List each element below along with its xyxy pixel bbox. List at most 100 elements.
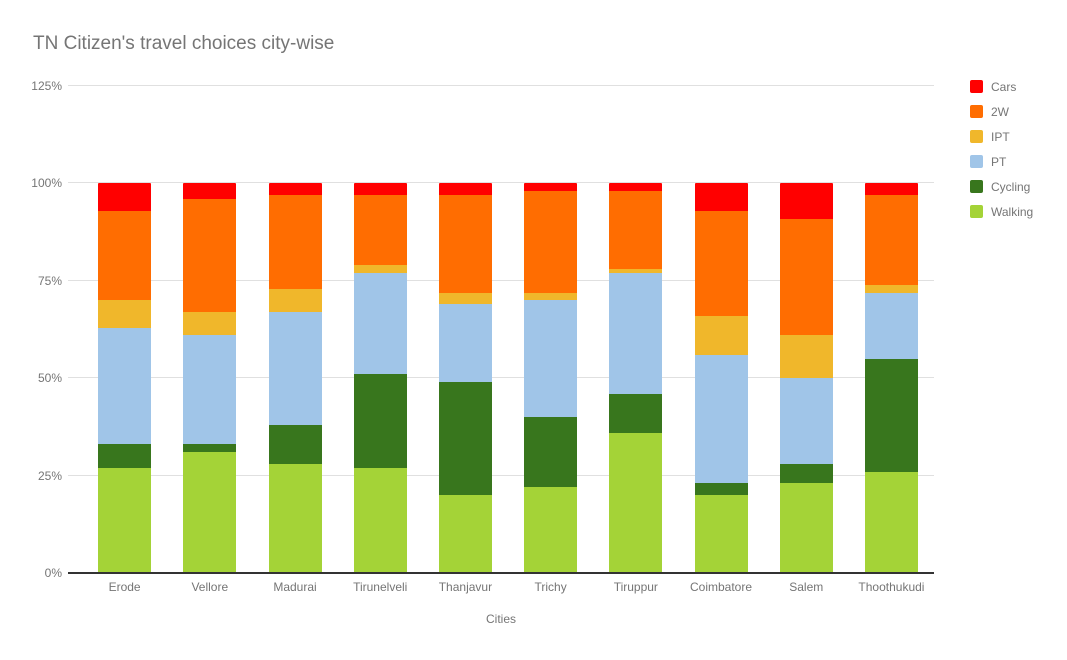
bar-segment-cycling-vellore[interactable] [183, 444, 237, 453]
bar-stack-erode [98, 183, 152, 573]
bar-segment-pt-coimbatore[interactable] [694, 354, 748, 484]
bar-group-salem [764, 86, 849, 573]
bar-segment-ipt-thanjavur[interactable] [438, 292, 492, 305]
y-tick-label-100: 100% [31, 176, 62, 191]
bar-segment-pt-trichy[interactable] [524, 300, 578, 418]
bar-segment-ipt-tirunelveli[interactable] [353, 265, 407, 274]
legend-item-cycling: Cycling [970, 179, 1033, 194]
bar-segment-cars-madurai[interactable] [268, 183, 322, 196]
bar-segment-cars-trichy[interactable] [524, 183, 578, 192]
bar-segment-walking-salem[interactable] [779, 483, 833, 573]
bar-segment-ipt-tiruppur[interactable] [609, 269, 663, 274]
bar-segment-walking-tirunelveli[interactable] [353, 467, 407, 573]
plot-area [68, 85, 934, 574]
bar-segment-2w-salem[interactable] [779, 218, 833, 336]
bar-stack-thoothukudi [864, 183, 918, 573]
bar-group-erode [82, 86, 167, 573]
gridline-100 [68, 182, 934, 184]
legend-label-ipt: IPT [991, 129, 1010, 144]
y-axis: 0% 25% 50% 75% 100% 125% [0, 79, 62, 580]
bar-segment-2w-thanjavur[interactable] [438, 195, 492, 293]
bar-segment-2w-tirunelveli[interactable] [353, 195, 407, 266]
bar-segment-cycling-coimbatore[interactable] [694, 483, 748, 496]
gridline-75 [68, 279, 934, 281]
bar-segment-walking-thanjavur[interactable] [438, 495, 492, 573]
bar-segment-pt-thanjavur[interactable] [438, 304, 492, 383]
bar-segment-cars-erode[interactable] [98, 183, 152, 211]
bar-segment-2w-trichy[interactable] [524, 191, 578, 293]
bar-segment-ipt-salem[interactable] [779, 335, 833, 379]
bar-segment-cars-coimbatore[interactable] [694, 183, 748, 211]
bar-stack-salem [779, 183, 833, 573]
bar-segment-cars-tirunelveli[interactable] [353, 183, 407, 196]
bar-segment-pt-thoothukudi[interactable] [864, 292, 918, 359]
bar-segment-2w-erode[interactable] [98, 210, 152, 301]
bar-segment-walking-tiruppur[interactable] [609, 432, 663, 573]
legend-item-2w: 2W [970, 105, 1033, 119]
bar-segment-2w-tiruppur[interactable] [609, 191, 663, 270]
bar-segment-cars-thoothukudi[interactable] [864, 183, 918, 196]
bar-segment-cycling-salem[interactable] [779, 463, 833, 484]
bar-stack-tirunelveli [353, 183, 407, 573]
bar-segment-walking-thoothukudi[interactable] [864, 471, 918, 573]
legend-label-pt: PT [991, 154, 1007, 169]
bar-segment-ipt-erode[interactable] [98, 300, 152, 328]
bar-segment-2w-coimbatore[interactable] [694, 210, 748, 316]
bar-segment-walking-vellore[interactable] [183, 452, 237, 573]
bar-segment-2w-thoothukudi[interactable] [864, 195, 918, 285]
legend-swatch-cars [970, 80, 983, 93]
bars-row [68, 86, 934, 573]
bar-segment-pt-salem[interactable] [779, 378, 833, 464]
legend-swatch-cycling [970, 180, 983, 193]
bar-segment-cycling-tirunelveli[interactable] [353, 374, 407, 468]
y-tick-label-0: 0% [44, 566, 62, 580]
bar-segment-pt-vellore[interactable] [183, 335, 237, 445]
x-tick-label-thanjavur: Thanjavur [438, 580, 493, 594]
x-tick-label-erode: Erode [108, 580, 141, 594]
bar-segment-pt-madurai[interactable] [268, 312, 322, 425]
bar-segment-walking-madurai[interactable] [268, 463, 322, 573]
x-tick-label-tirunelveli: Tirunelveli [353, 580, 408, 594]
bar-group-vellore [167, 86, 252, 573]
bar-stack-trichy [524, 183, 578, 573]
bar-segment-2w-madurai[interactable] [268, 195, 322, 289]
bar-segment-cars-tiruppur[interactable] [609, 183, 663, 192]
bar-segment-pt-tiruppur[interactable] [609, 273, 663, 394]
gridline-50 [68, 377, 934, 379]
bar-segment-pt-tirunelveli[interactable] [353, 273, 407, 375]
bar-segment-cars-thanjavur[interactable] [438, 183, 492, 196]
bar-segment-pt-erode[interactable] [98, 327, 152, 445]
bar-segment-cycling-madurai[interactable] [268, 424, 322, 464]
legend-item-pt: PT [970, 154, 1033, 169]
x-tick-label-tiruppur: Tiruppur [613, 580, 658, 594]
bar-stack-vellore [183, 183, 237, 573]
bar-segment-2w-vellore[interactable] [183, 199, 237, 312]
bar-segment-walking-trichy[interactable] [524, 487, 578, 573]
bar-segment-walking-coimbatore[interactable] [694, 495, 748, 573]
bar-segment-ipt-coimbatore[interactable] [694, 315, 748, 355]
chart-title: TN Citizen's travel choices city-wise [33, 33, 335, 54]
x-tick-label-vellore: Vellore [191, 580, 229, 594]
legend-item-cars: Cars [970, 79, 1033, 94]
bar-group-thanjavur [423, 86, 508, 573]
bar-segment-cars-vellore[interactable] [183, 183, 237, 200]
x-axis: Erode Vellore Madurai Tirunelveli Thanjavur T… [68, 580, 934, 594]
bar-segment-walking-erode[interactable] [98, 467, 152, 573]
legend-label-cars: Cars [991, 79, 1017, 94]
bar-stack-thanjavur [438, 183, 492, 573]
bar-segment-ipt-vellore[interactable] [183, 312, 237, 336]
bar-segment-cycling-erode[interactable] [98, 444, 152, 468]
bar-segment-cycling-tiruppur[interactable] [609, 393, 663, 433]
y-tick-label-75: 75% [37, 273, 62, 288]
bar-segment-cycling-thanjavur[interactable] [438, 382, 492, 496]
bar-segment-ipt-thoothukudi[interactable] [864, 284, 918, 293]
bar-group-thoothukudi [849, 86, 934, 573]
bar-segment-cycling-trichy[interactable] [524, 417, 578, 488]
legend-label-cycling: Cycling [991, 179, 1031, 194]
bar-stack-tiruppur [609, 183, 663, 573]
bar-segment-cycling-thoothukudi[interactable] [864, 358, 918, 472]
bar-segment-ipt-trichy[interactable] [524, 292, 578, 301]
bar-segment-ipt-madurai[interactable] [268, 288, 322, 312]
x-tick-label-madurai: Madurai [273, 580, 317, 594]
bar-segment-cars-salem[interactable] [779, 183, 833, 219]
